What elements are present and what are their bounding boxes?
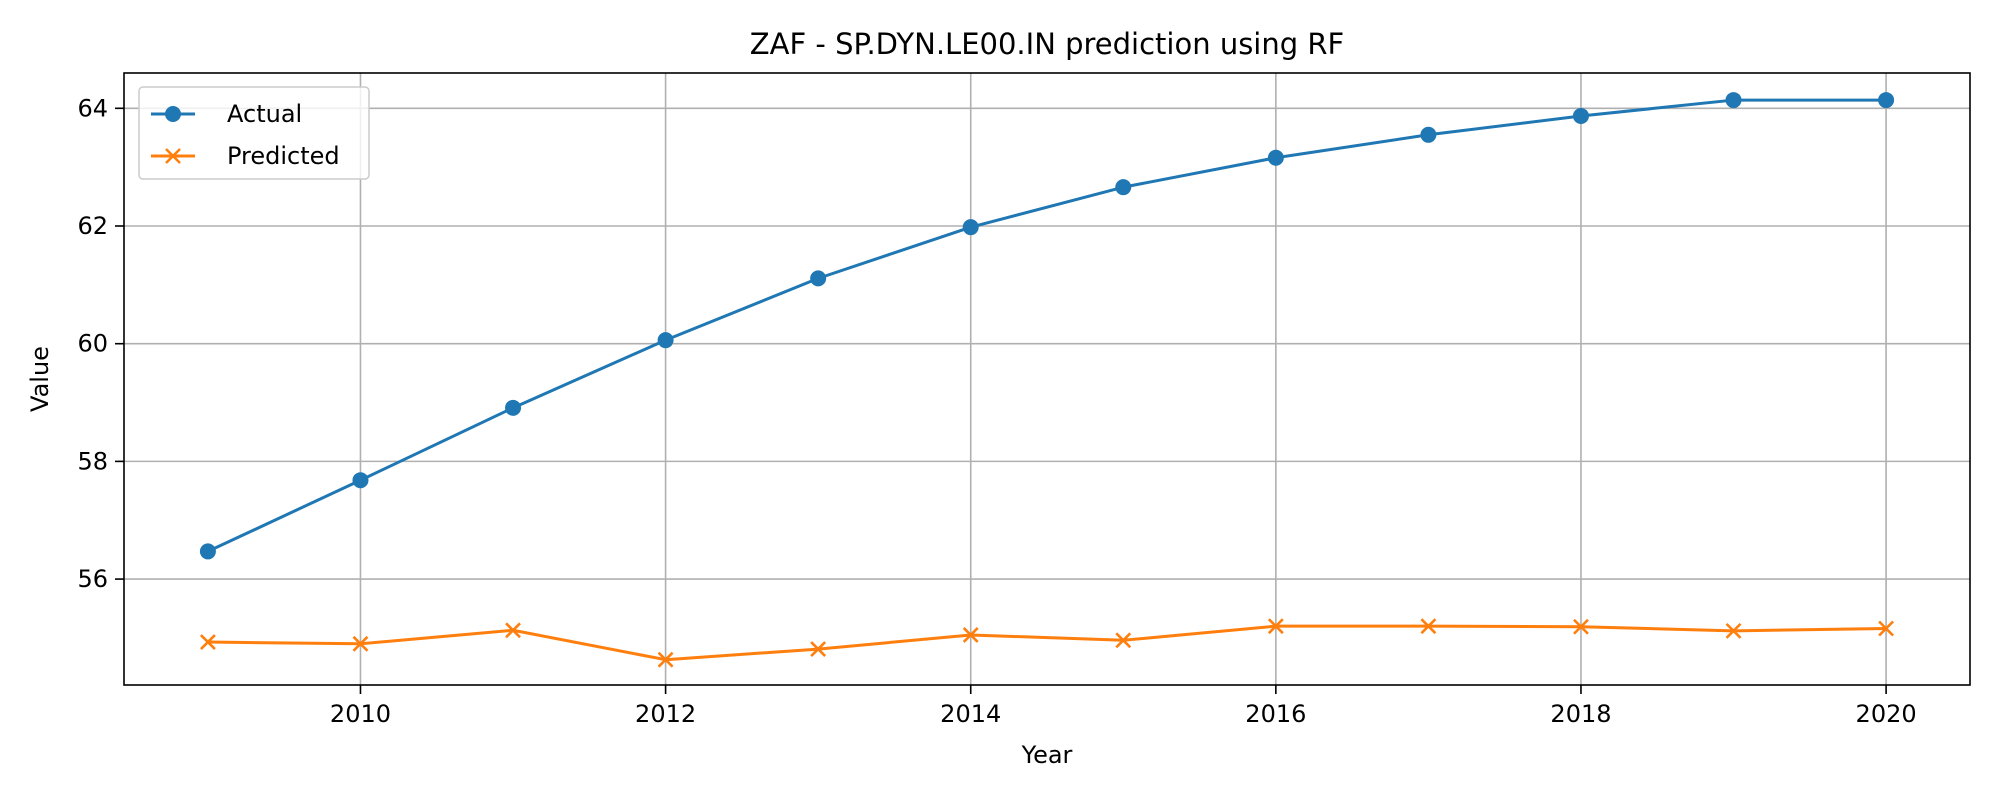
data-point-actual bbox=[1267, 149, 1284, 166]
data-point-actual bbox=[1572, 107, 1589, 124]
x-tick-label: 2014 bbox=[940, 700, 1001, 728]
data-point-actual bbox=[1420, 126, 1437, 143]
y-tick-label: 62 bbox=[77, 212, 108, 240]
legend-marker bbox=[165, 106, 181, 122]
data-point-predicted bbox=[505, 622, 521, 639]
legend: Actual Predicted bbox=[138, 86, 370, 180]
legend-item-actual: Actual bbox=[151, 100, 302, 128]
x-tick-label: 2016 bbox=[1245, 700, 1306, 728]
data-point-actual bbox=[199, 543, 216, 560]
data-point-predicted bbox=[1267, 618, 1284, 635]
x-axis-label: Year bbox=[1021, 741, 1073, 769]
y-tick-label: 60 bbox=[77, 330, 108, 358]
data-point-actual bbox=[505, 399, 522, 416]
data-point-predicted bbox=[1725, 622, 1742, 639]
y-tick-label: 64 bbox=[77, 94, 108, 122]
data-point-predicted bbox=[962, 627, 979, 643]
x-tick-label: 2012 bbox=[635, 700, 696, 728]
data-point-actual bbox=[1878, 92, 1895, 109]
series-actual bbox=[199, 92, 1895, 560]
data-point-predicted bbox=[352, 635, 369, 652]
legend-box bbox=[138, 86, 370, 180]
legend-label: Predicted bbox=[227, 142, 340, 170]
data-point-actual bbox=[657, 332, 674, 349]
data-point-predicted bbox=[1420, 618, 1437, 635]
data-point-predicted bbox=[199, 634, 216, 650]
x-tick-label: 2018 bbox=[1550, 700, 1611, 728]
series-line-predicted bbox=[207, 624, 1887, 662]
series-predicted bbox=[199, 618, 1895, 668]
data-point-predicted bbox=[657, 651, 674, 668]
data-point-predicted bbox=[1573, 618, 1589, 635]
plot-frame bbox=[123, 72, 1971, 686]
data-point-actual bbox=[962, 219, 979, 236]
data-point-predicted bbox=[1878, 620, 1895, 637]
x-tick-label: 2010 bbox=[330, 700, 391, 728]
legend-item-predicted: Predicted bbox=[151, 142, 340, 170]
data-point-actual bbox=[810, 270, 827, 287]
series-line-actual bbox=[207, 98, 1887, 553]
y-tick-label: 58 bbox=[77, 447, 108, 475]
chart-title: ZAF - SP.DYN.LE00.IN prediction using RF bbox=[750, 27, 1344, 61]
data-point-actual bbox=[1115, 179, 1132, 196]
legend-marker bbox=[165, 148, 181, 164]
data-point-predicted bbox=[1115, 632, 1132, 649]
legend-label: Actual bbox=[227, 100, 302, 128]
data-point-predicted bbox=[810, 641, 827, 658]
axis-ticks: 2010 2012 2014 2016 2018 2020 56 58 60 62 64 bbox=[77, 94, 1916, 728]
data-point-actual bbox=[1725, 92, 1742, 109]
y-tick-label: 56 bbox=[77, 565, 108, 593]
x-tick-label: 2020 bbox=[1856, 700, 1917, 728]
series-group bbox=[199, 92, 1895, 668]
y-axis-label: Value bbox=[26, 346, 54, 412]
data-point-actual bbox=[352, 472, 369, 489]
